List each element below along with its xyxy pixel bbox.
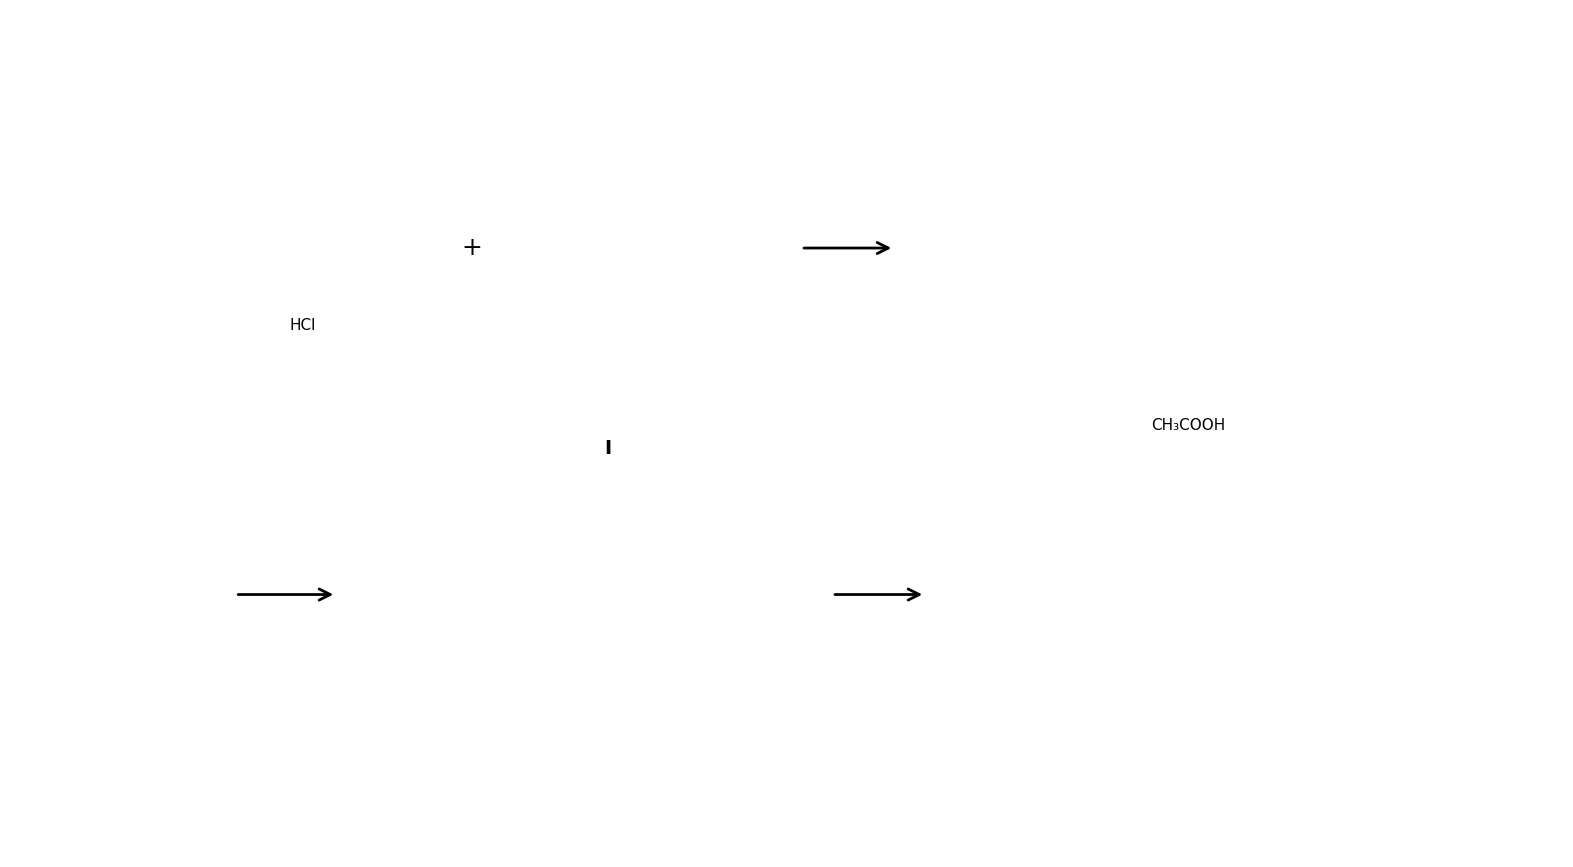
Text: I: I bbox=[604, 439, 610, 458]
Text: +: + bbox=[461, 236, 483, 260]
Text: HCl: HCl bbox=[289, 317, 316, 333]
Text: CH₃COOH: CH₃COOH bbox=[1151, 418, 1225, 433]
